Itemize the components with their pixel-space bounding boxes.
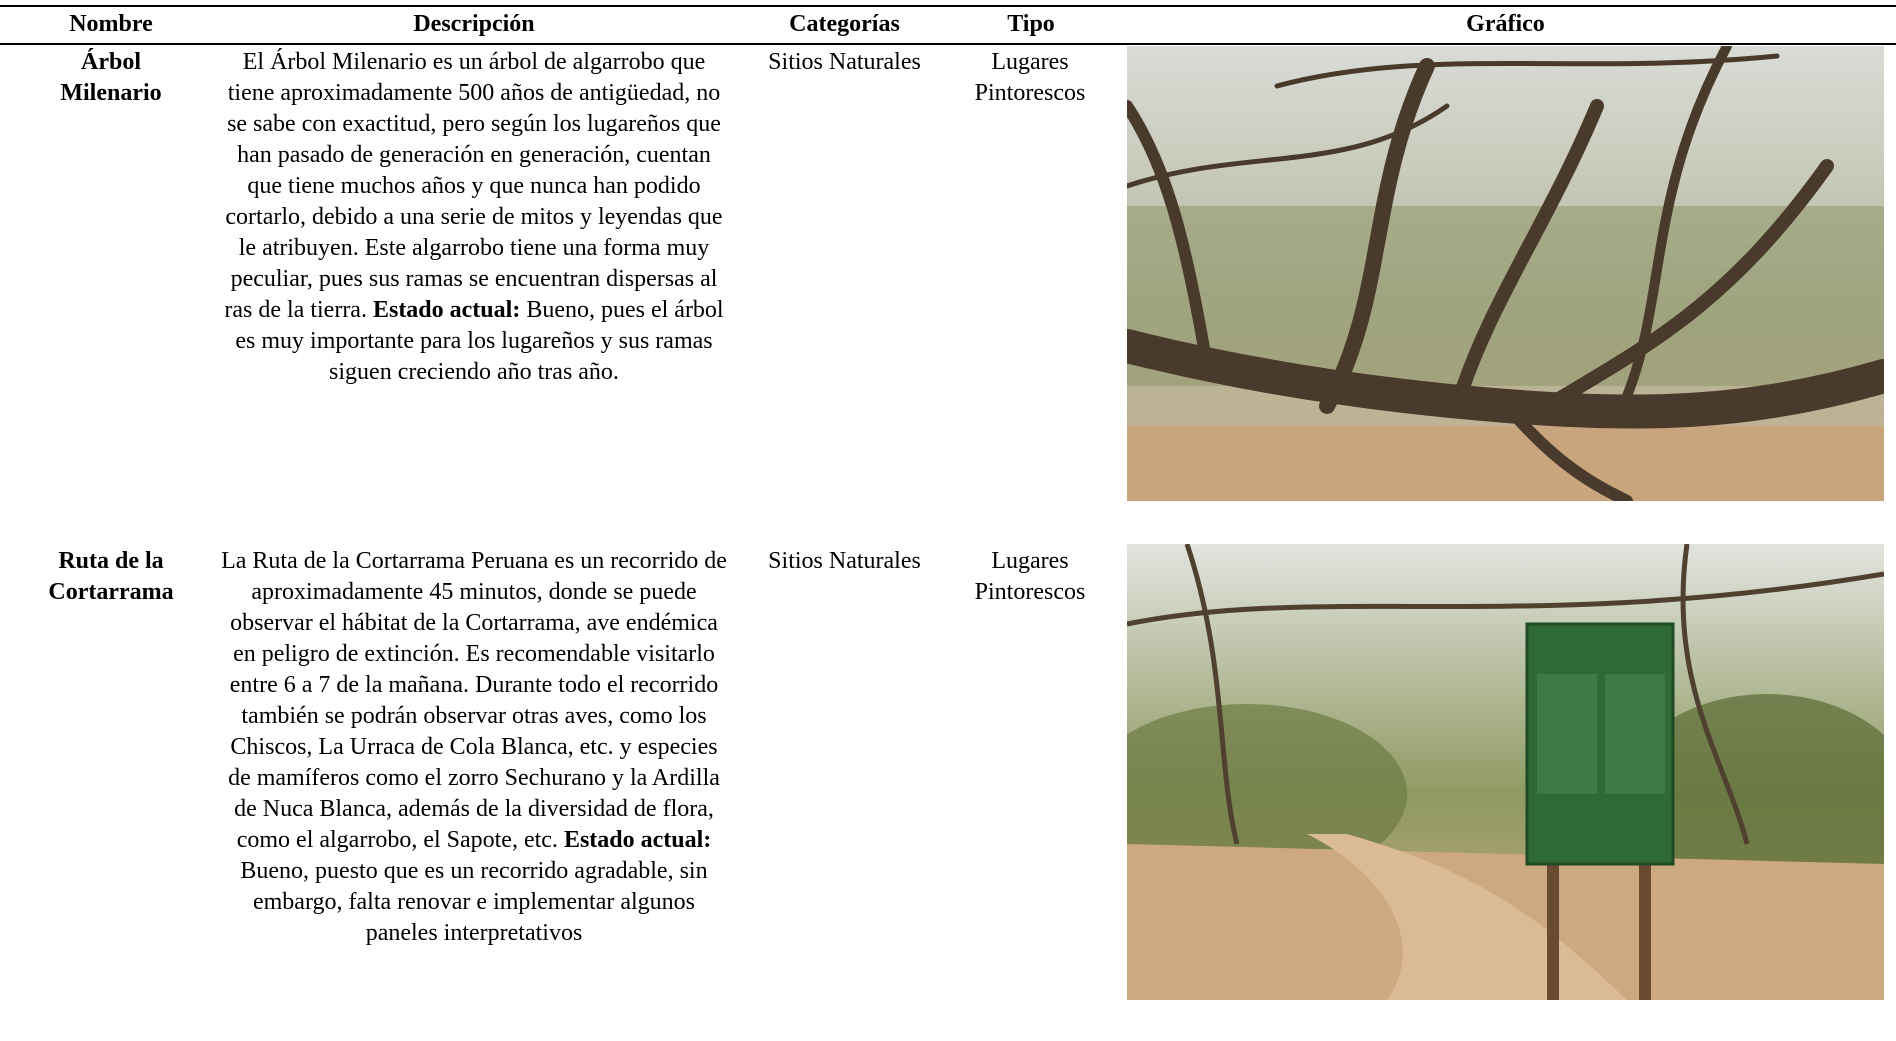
photo-tree [1127, 46, 1884, 501]
header-cell: Tipo [1007, 11, 1055, 37]
row-name: Ruta de la Cortarrama [48, 548, 174, 605]
row-name: Árbol Milenario [60, 49, 162, 106]
row-category: Sitios Naturales [768, 49, 921, 75]
header-rule [0, 43, 1896, 45]
status-text: Bueno, puesto que es un recorrido agrada… [240, 858, 708, 946]
row-description: El Árbol Milenario es un árbol de algarr… [218, 47, 730, 388]
status-label: Estado actual: [563, 827, 712, 853]
top-rule [0, 5, 1896, 7]
row-type: Lugares Pintorescos [974, 548, 1086, 605]
row-type: Lugares Pintorescos [974, 49, 1086, 106]
header-cell: Categorías [789, 11, 900, 37]
header-cell: Descripción [413, 11, 535, 37]
header-cell: Nombre [69, 11, 153, 37]
description-text: La Ruta de la Cortarrama Peruana es un r… [221, 548, 727, 853]
status-label: Estado actual: [372, 297, 521, 323]
header-cell: Gráfico [1466, 11, 1545, 37]
description-text: El Árbol Milenario es un árbol de algarr… [224, 49, 723, 323]
photo-trail [1127, 544, 1884, 1000]
status-text: Bueno, pues el árbol es muy importante p… [235, 297, 724, 385]
row-category: Sitios Naturales [768, 548, 921, 574]
row-description: La Ruta de la Cortarrama Peruana es un r… [218, 546, 730, 949]
